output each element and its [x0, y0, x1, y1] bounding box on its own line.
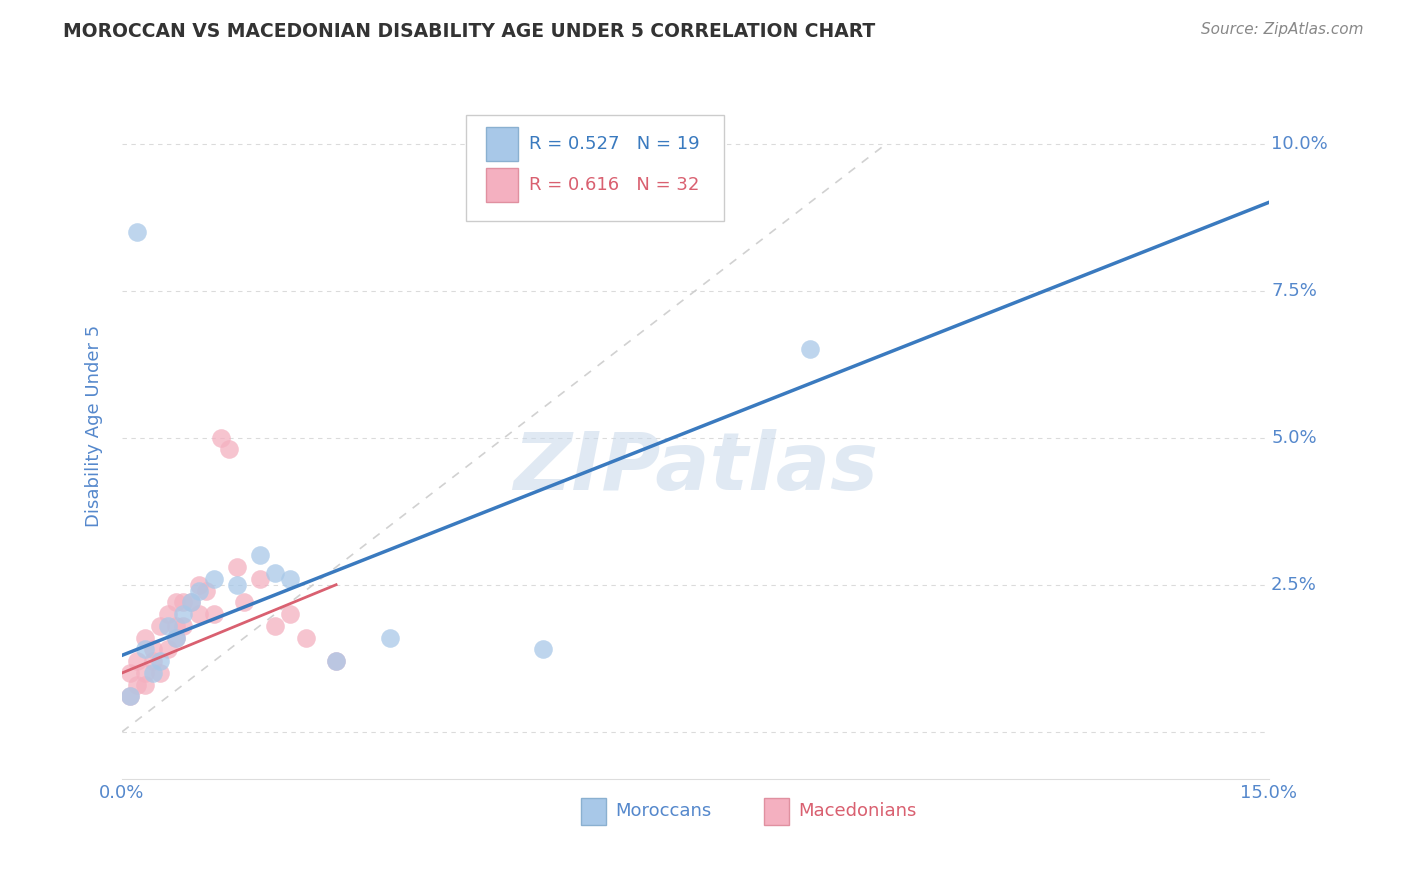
Point	[233, 595, 256, 609]
Point	[187, 607, 209, 621]
Point	[172, 607, 194, 621]
Point	[149, 665, 172, 680]
Point	[127, 678, 149, 692]
Point	[278, 607, 301, 621]
Point	[142, 665, 165, 680]
Text: MOROCCAN VS MACEDONIAN DISABILITY AGE UNDER 5 CORRELATION CHART: MOROCCAN VS MACEDONIAN DISABILITY AGE UN…	[63, 22, 876, 41]
Text: Source: ZipAtlas.com: Source: ZipAtlas.com	[1201, 22, 1364, 37]
Point	[195, 583, 218, 598]
Point	[531, 642, 554, 657]
Text: 7.5%: 7.5%	[1271, 282, 1317, 300]
Text: ZIPatlas: ZIPatlas	[513, 429, 877, 508]
Point	[142, 654, 165, 668]
Point	[142, 642, 165, 657]
Point	[118, 690, 141, 704]
Point	[156, 619, 179, 633]
Point	[187, 583, 209, 598]
Point	[249, 572, 271, 586]
Point	[172, 619, 194, 633]
Point	[202, 607, 225, 621]
Bar	[765, 797, 789, 825]
Point	[156, 607, 179, 621]
Point	[134, 678, 156, 692]
Point	[134, 631, 156, 645]
Point	[278, 572, 301, 586]
Point	[149, 619, 172, 633]
Point	[294, 631, 316, 645]
Point	[134, 665, 156, 680]
Bar	[485, 128, 517, 161]
Text: Macedonians: Macedonians	[799, 802, 917, 821]
Point	[134, 642, 156, 657]
Point	[264, 566, 287, 580]
Point	[127, 654, 149, 668]
Point	[118, 665, 141, 680]
Point	[156, 642, 179, 657]
Text: 2.5%: 2.5%	[1271, 575, 1317, 594]
Point	[180, 595, 202, 609]
Text: R = 0.527   N = 19: R = 0.527 N = 19	[529, 136, 700, 153]
Point	[172, 595, 194, 609]
Point	[209, 431, 232, 445]
Point	[165, 619, 187, 633]
Text: 5.0%: 5.0%	[1271, 429, 1317, 447]
Point	[225, 560, 247, 574]
Point	[264, 619, 287, 633]
Point	[180, 595, 202, 609]
Text: Moroccans: Moroccans	[616, 802, 711, 821]
Point	[225, 578, 247, 592]
Point	[149, 654, 172, 668]
Point	[325, 654, 347, 668]
Bar	[581, 797, 606, 825]
Point	[118, 690, 141, 704]
Point	[165, 631, 187, 645]
Point	[799, 343, 821, 357]
Point	[165, 631, 187, 645]
Point	[218, 442, 240, 457]
Y-axis label: Disability Age Under 5: Disability Age Under 5	[86, 325, 103, 527]
Point	[249, 549, 271, 563]
Text: R = 0.616   N = 32: R = 0.616 N = 32	[529, 176, 700, 194]
Point	[127, 225, 149, 239]
Bar	[485, 168, 517, 202]
Point	[165, 595, 187, 609]
Point	[378, 631, 401, 645]
Text: 10.0%: 10.0%	[1271, 135, 1327, 153]
Point	[187, 578, 209, 592]
Point	[202, 572, 225, 586]
FancyBboxPatch shape	[465, 115, 724, 221]
Point	[325, 654, 347, 668]
